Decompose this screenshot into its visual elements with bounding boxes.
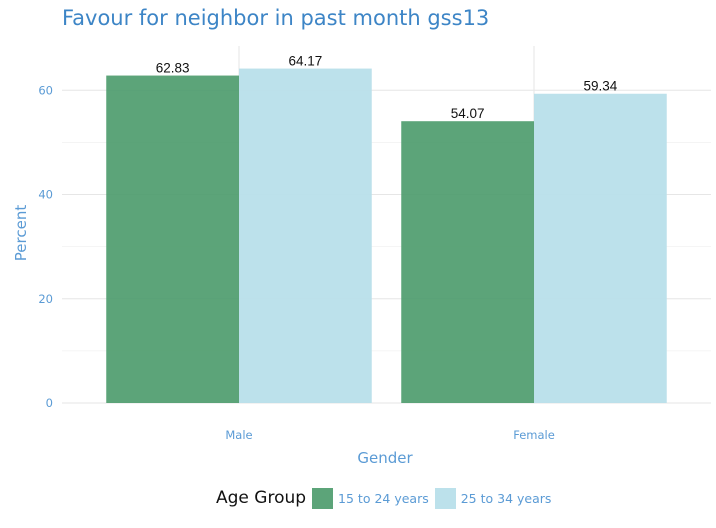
x-axis-title: Gender bbox=[357, 449, 413, 467]
y-tick-label: 60 bbox=[38, 83, 53, 97]
data-label: 62.83 bbox=[156, 61, 190, 76]
y-tick-label: 40 bbox=[38, 188, 53, 202]
legend-swatch bbox=[434, 487, 456, 509]
y-tick-label: 0 bbox=[46, 396, 53, 410]
bar-male-series-1 bbox=[239, 68, 372, 404]
x-tick-label: Male bbox=[225, 428, 252, 442]
x-axis-ticks: Male Female bbox=[225, 428, 554, 442]
bar-female-series-1 bbox=[534, 93, 667, 403]
y-axis-ticks: 0 20 40 60 bbox=[38, 83, 53, 410]
data-label: 64.17 bbox=[288, 54, 322, 69]
data-labels: 62.83 54.07 64.17 59.34 bbox=[156, 54, 618, 122]
legend-title: Age Group bbox=[216, 488, 307, 508]
legend-label: 15 to 24 years bbox=[338, 490, 429, 506]
y-axis-title: Percent bbox=[12, 205, 30, 262]
bar-female-series-0 bbox=[401, 121, 534, 403]
legend-label: 25 to 34 years bbox=[460, 490, 552, 506]
legend-item-25-to-34: 25 to 34 years bbox=[434, 487, 552, 509]
data-label: 54.07 bbox=[451, 106, 485, 121]
legend-swatch bbox=[312, 487, 334, 509]
legend: Age Group 15 to 24 years 25 to 34 years bbox=[216, 486, 557, 510]
x-tick-label: Female bbox=[513, 428, 555, 442]
data-label: 59.34 bbox=[583, 79, 617, 94]
bars bbox=[106, 68, 667, 404]
chart-title: Favour for neighbor in past month gss13 bbox=[62, 6, 490, 30]
legend-item-15-to-24: 15 to 24 years bbox=[312, 487, 429, 509]
y-tick-label: 20 bbox=[38, 292, 53, 306]
bar-male-series-0 bbox=[106, 75, 239, 403]
